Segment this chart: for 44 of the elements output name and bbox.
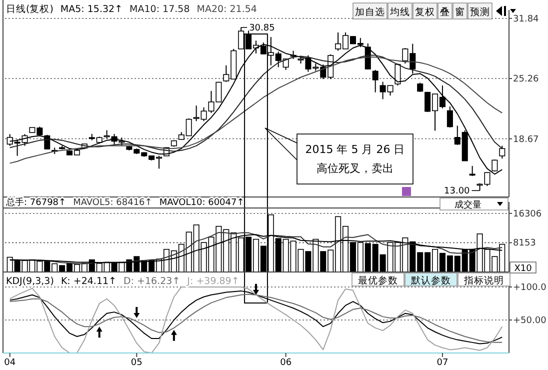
annotation: 均线 [389,6,410,18]
annotation: 高位死叉，卖出 [316,162,394,175]
x-tick-label: 04 [4,358,16,368]
x-tick-label: 07 [436,358,448,368]
annotation: 默认参数 [410,274,451,286]
x-tick-label: 05 [130,358,142,368]
annotation: 复权 [415,6,435,18]
text: K: +24.11↑ [60,276,117,287]
candlestick [446,106,453,128]
annotation: 加自选 [355,6,385,18]
candlestick [417,82,424,92]
y-tick-label: 8153 [513,238,536,249]
annotation: 指标说明 [463,274,504,286]
chart-title: 总手: 76798↑ [5,197,66,208]
x-tick-label: 06 [280,358,292,368]
annotation: 2015 年 5 月 26 日 [305,143,405,156]
annotation: 叠 [440,7,450,18]
series-label: J: +39.89↑ [186,276,240,287]
annotation: 窗 [455,6,465,18]
text: D: +16.23↑ [124,276,180,287]
text: MA10: 17.58 [130,4,190,15]
text: MA20: 21.54 [196,4,257,15]
annotation: 13.00 [444,186,470,197]
annotation: 30.85 [249,23,275,34]
annotation: 预测 [470,6,490,18]
chart-title: KDJ(9,3,3) [6,276,54,287]
annotation: 最优参数 [358,274,398,286]
y-tick-label: +100.0 [513,282,547,293]
text: MAVOL10: 60047↑ [159,198,244,208]
y-tick-label: 18.67 [513,134,539,145]
annotation: 成交量 [454,200,482,210]
candlestick [372,69,378,93]
candlestick [394,63,401,86]
y-tick-label: 25.26 [513,74,540,85]
y-tick-label: 31.84 [513,14,540,24]
chart-title: 日线(复权) [6,3,54,15]
text: MAVOL5: 68416↑ [73,198,152,208]
candlestick [492,159,498,172]
candlestick [499,145,506,160]
y-tick-label: +50.00 [513,316,547,326]
y-tick-label: 16306 [513,209,542,220]
candlestick [469,165,476,176]
text: MA5: 15.32↑ [60,4,123,15]
text: X10 [514,264,532,274]
